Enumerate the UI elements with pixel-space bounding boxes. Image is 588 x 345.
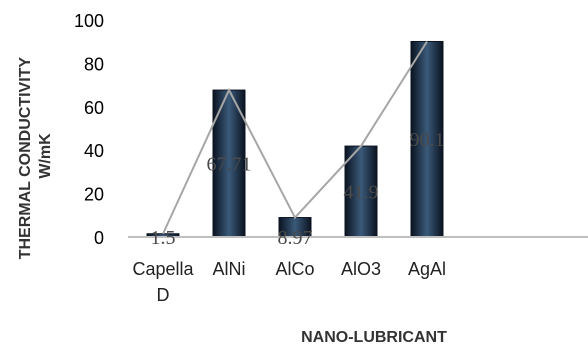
y-tick-label: 20: [84, 185, 104, 205]
category-label-2: AlCo: [275, 259, 314, 279]
data-label-2: 8.97: [278, 227, 313, 249]
category-label-0-line2: D: [157, 285, 170, 305]
category-label-0-line1: Capella: [132, 259, 194, 279]
x-axis-title: NANO-LUBRICANT: [301, 329, 447, 345]
y-tick-label: 60: [84, 98, 104, 118]
y-axis-ticks: 0 20 40 60 80 100: [74, 11, 104, 248]
y-tick-label: 80: [84, 54, 104, 74]
trend-line: [162, 40, 428, 235]
category-label-1: AlNi: [212, 259, 245, 279]
bars: [146, 40, 444, 238]
category-label-4: AgAl: [408, 259, 446, 279]
y-axis-title: THERMAL CONDUCTIVITY W/mK: [17, 53, 54, 260]
data-label-0: 1.5: [151, 227, 176, 249]
bar-3: [344, 145, 378, 238]
y-tick-label: 0: [94, 228, 104, 248]
data-label-4: 90.1: [410, 129, 445, 151]
data-label-1: 67.71: [207, 154, 252, 176]
y-axis-title-line1: THERMAL CONDUCTIVITY: [17, 57, 34, 260]
category-label-3: AlO3: [341, 259, 381, 279]
y-axis-title-line2: W/mK: [37, 133, 54, 179]
data-labels: 1.5 67.71 8.97 41.9 90.1: [151, 129, 445, 249]
category-labels: Capella D AlNi AlCo AlO3 AgAl: [132, 259, 446, 305]
y-tick-label: 100: [74, 11, 104, 31]
data-label-3: 41.9: [344, 182, 379, 204]
y-tick-label: 40: [84, 141, 104, 161]
